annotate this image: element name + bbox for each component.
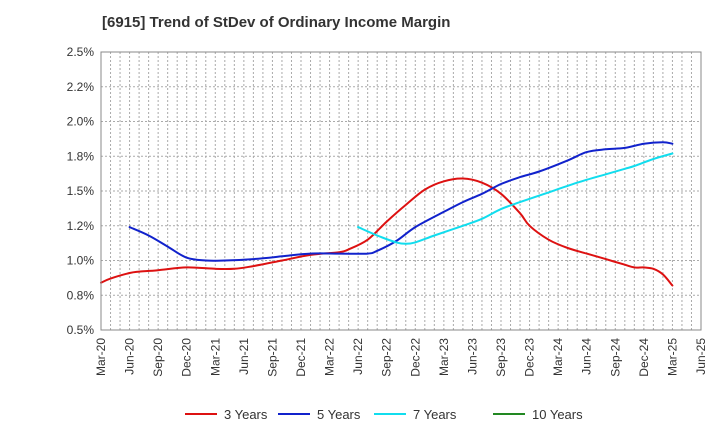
x-tick-label: Mar-23	[437, 338, 451, 376]
x-tick-label: Jun-23	[465, 338, 479, 375]
x-tick-label: Jun-25	[694, 338, 708, 375]
x-tick-label: Jun-20	[123, 338, 137, 375]
y-axis-ticks: 0.5% 0.8% 1.0% 1.2% 1.5% 1.8% 2.0% 2.2% 2.5%	[67, 45, 95, 337]
x-tick-label: Dec-24	[637, 338, 651, 377]
x-tick-label: Sep-23	[494, 338, 508, 377]
y-tick-label: 1.0%	[67, 254, 95, 268]
x-tick-label: Mar-20	[94, 338, 108, 376]
x-tick-label: Dec-21	[294, 338, 308, 377]
legend-label-1: 3 Years	[224, 407, 268, 422]
chart-title: [6915] Trend of StDev of Ordinary Income…	[102, 14, 451, 31]
y-tick-label: 2.5%	[67, 45, 95, 59]
series-line-2	[128, 141, 674, 262]
x-tick-label: Sep-21	[265, 338, 279, 377]
x-tick-label: Sep-22	[380, 338, 394, 377]
x-tick-label: Mar-25	[665, 338, 679, 376]
x-tick-label: Sep-20	[151, 338, 165, 377]
legend-label-2: 5 Years	[317, 407, 361, 422]
y-tick-label: 1.8%	[67, 149, 95, 163]
series-layer	[100, 141, 674, 287]
legend: 3 Years 5 Years 7 Years 10 Years	[185, 407, 583, 422]
x-axis-ticks: Mar-20 Jun-20 Sep-20 Dec-20 Mar-21 Jun-21 Sep-…	[94, 338, 708, 377]
x-tick-label: Dec-23	[523, 338, 537, 377]
y-tick-label: 1.2%	[67, 219, 95, 233]
x-tick-label: Mar-21	[208, 338, 222, 376]
x-tick-label: Dec-20	[180, 338, 194, 377]
series-line-1	[100, 177, 674, 287]
grid-layer	[101, 52, 701, 330]
legend-label-4: 10 Years	[532, 407, 583, 422]
y-tick-label: 0.5%	[67, 323, 95, 337]
series-line-3	[357, 152, 674, 245]
y-tick-label: 2.2%	[67, 80, 95, 94]
x-tick-label: Jun-24	[580, 338, 594, 375]
y-tick-label: 0.8%	[67, 288, 95, 302]
plot-frame	[100, 51, 702, 331]
x-tick-label: Jun-21	[237, 338, 251, 375]
x-tick-label: Mar-24	[551, 338, 565, 376]
legend-label-3: 7 Years	[413, 407, 457, 422]
x-tick-label: Jun-22	[351, 338, 365, 375]
y-tick-label: 2.0%	[67, 115, 95, 129]
x-tick-label: Dec-22	[408, 338, 422, 377]
x-tick-label: Mar-22	[323, 338, 337, 376]
y-tick-label: 1.5%	[67, 184, 95, 198]
x-tick-label: Sep-24	[608, 338, 622, 377]
